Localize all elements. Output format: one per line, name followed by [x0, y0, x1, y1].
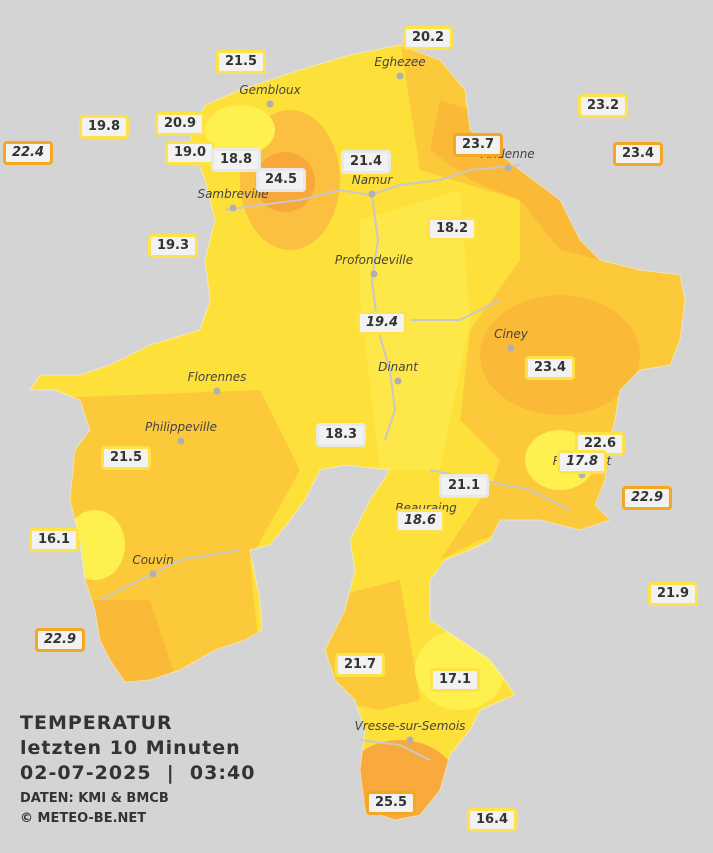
- town-name: Sambreville: [197, 187, 268, 201]
- station-temperature: 22.9: [621, 486, 673, 510]
- station-temperature: 23.2: [577, 94, 629, 118]
- station-temperature: 18.2: [426, 217, 478, 241]
- town-name: Ciney: [494, 327, 529, 341]
- caption-source: DATEN: KMI & BMCB: [20, 791, 169, 806]
- station-temperature: 22.4: [2, 141, 54, 165]
- station-temperature: 16.4: [466, 808, 518, 832]
- station-temperature: 23.4: [524, 356, 576, 380]
- station-temperature: 19.3: [147, 234, 199, 258]
- station-temperature: 16.1: [28, 528, 80, 552]
- town-dot: [507, 344, 515, 352]
- town-name: Philippeville: [145, 420, 217, 434]
- town-dot: [149, 570, 157, 578]
- station-temperature: 17.1: [429, 668, 481, 692]
- town-name: Florennes: [188, 370, 247, 384]
- town-dot: [406, 736, 414, 744]
- station-temperature: 18.6: [394, 509, 446, 533]
- station-temperature: 18.8: [210, 148, 262, 172]
- town-dot: [229, 204, 237, 212]
- station-temperature: 17.8: [556, 450, 608, 474]
- town-dot: [504, 164, 512, 172]
- town-name: Gembloux: [239, 83, 301, 97]
- station-temperature: 23.4: [612, 142, 664, 166]
- station-temperature: 20.9: [154, 112, 206, 136]
- station-temperature: 21.7: [334, 653, 386, 677]
- town-name: Vresse-sur-Semois: [355, 719, 466, 733]
- station-temperature: 21.5: [100, 446, 152, 470]
- station-temperature: 21.9: [647, 582, 699, 606]
- caption-copyright: © METEO-BE.NET: [20, 811, 147, 826]
- station-temperature: 21.5: [215, 50, 267, 74]
- station-temperature: 23.7: [452, 133, 504, 157]
- station-temperature: 19.0: [164, 141, 216, 165]
- town-dot: [394, 377, 402, 385]
- town-name: Profondeville: [335, 253, 413, 267]
- town-name: Dinant: [378, 360, 419, 374]
- town-dot: [213, 387, 221, 395]
- station-temperature: 21.1: [438, 474, 490, 498]
- caption-title: TEMPERATUR: [20, 712, 173, 734]
- station-temperature: 20.2: [402, 26, 454, 50]
- station-temperature: 19.8: [78, 115, 130, 139]
- town-dot: [368, 190, 376, 198]
- station-temperature: 22.9: [34, 628, 86, 652]
- town-dot: [396, 72, 404, 80]
- station-temperature: 21.4: [340, 150, 392, 174]
- town-dot: [266, 100, 274, 108]
- station-temperature: 18.3: [315, 423, 367, 447]
- station-temperature: 19.4: [356, 311, 408, 335]
- station-temperature: 25.5: [365, 791, 417, 815]
- town-name: Namur: [352, 173, 394, 187]
- town-name: Eghezee: [374, 55, 425, 69]
- town-dot: [177, 437, 185, 445]
- station-temperature: 24.5: [255, 168, 307, 192]
- caption-subtitle: letzten 10 Minuten: [20, 737, 241, 759]
- town-dot: [370, 270, 378, 278]
- caption-datetime: 02-07-2025 | 03:40: [20, 762, 256, 784]
- town-name: Couvin: [132, 553, 173, 567]
